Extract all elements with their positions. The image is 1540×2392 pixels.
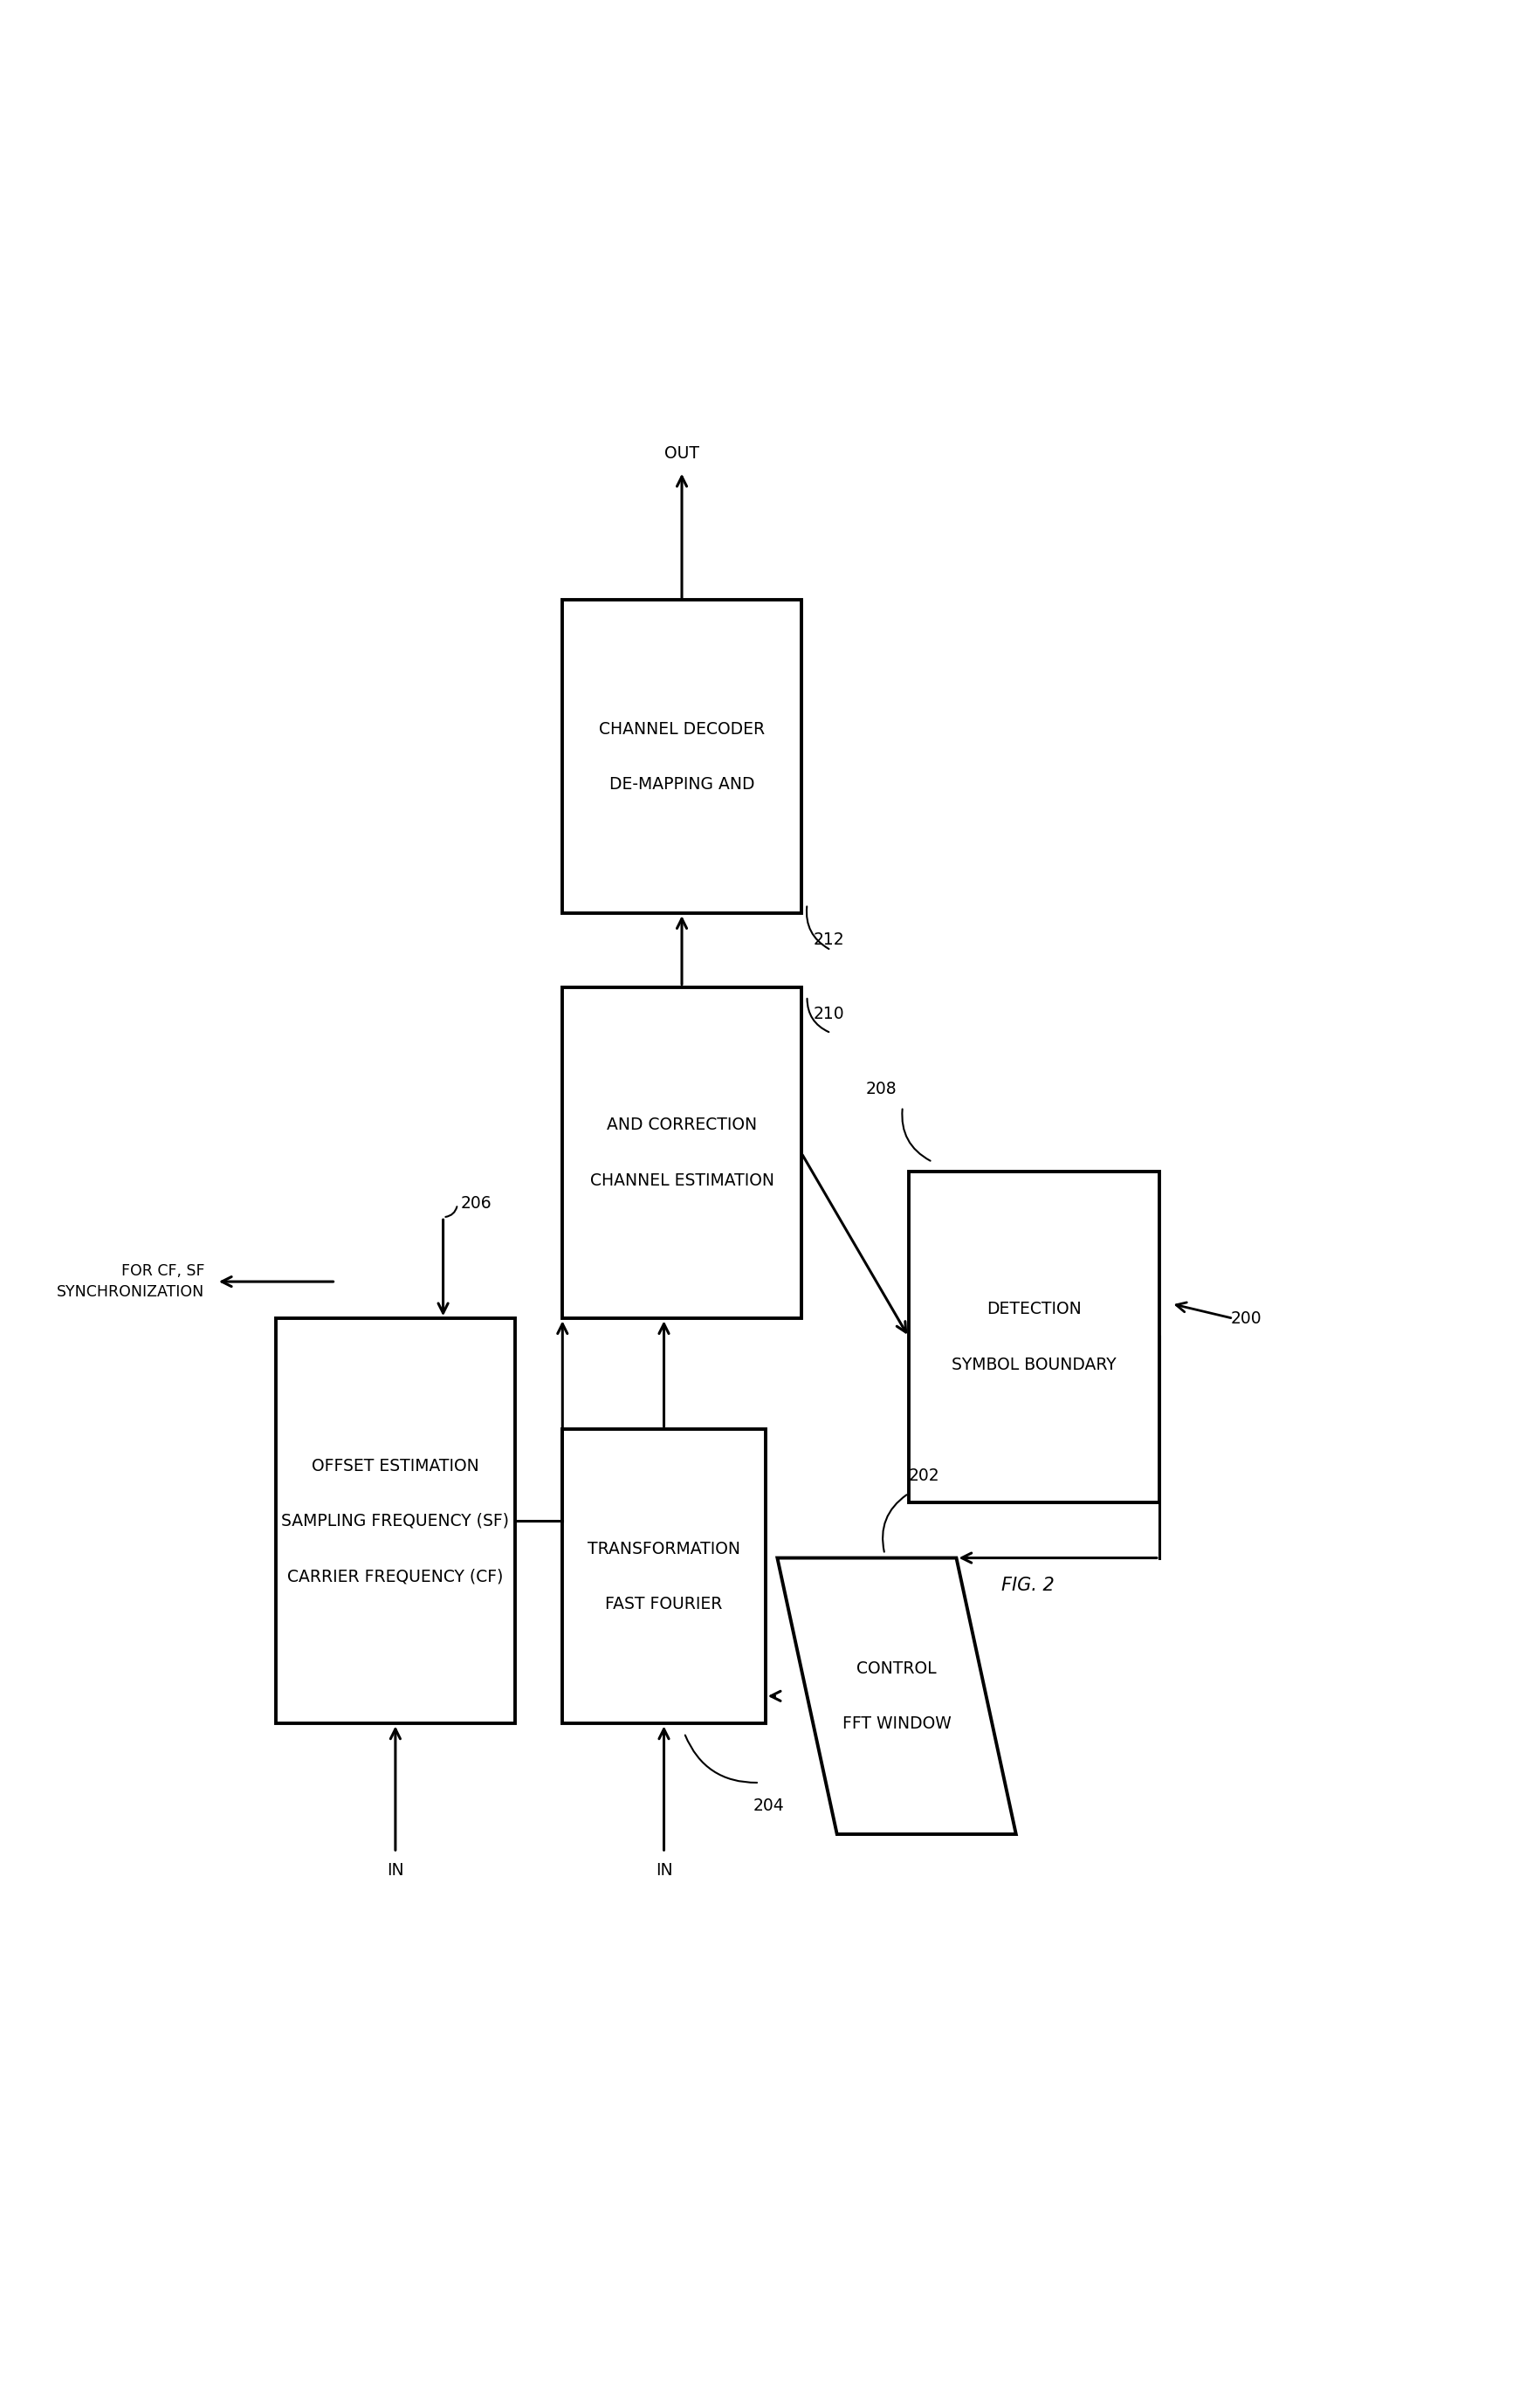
Text: SAMPLING FREQUENCY (SF): SAMPLING FREQUENCY (SF) [282,1512,510,1528]
Polygon shape [778,1557,1016,1835]
Bar [909,1172,1160,1502]
Text: 202: 202 [909,1469,939,1483]
Text: FAST FOURIER: FAST FOURIER [605,1595,722,1612]
Text: AND CORRECTION: AND CORRECTION [607,1117,758,1134]
Text: TRANSFORMATION: TRANSFORMATION [588,1540,741,1557]
Text: 208: 208 [865,1081,896,1098]
Text: 204: 204 [753,1796,785,1813]
Text: OUT: OUT [664,445,699,462]
Text: 210: 210 [813,1005,844,1021]
Text: CONTROL: CONTROL [856,1660,936,1677]
Text: OFFSET ESTIMATION: OFFSET ESTIMATION [311,1457,479,1473]
Text: FFT WINDOW: FFT WINDOW [842,1715,952,1732]
Text: FIG. 2: FIG. 2 [1001,1576,1055,1593]
Text: IN: IN [656,1861,673,1878]
Bar [562,988,801,1318]
Text: 206: 206 [460,1196,493,1213]
Bar [276,1318,514,1725]
Text: CHANNEL DECODER: CHANNEL DECODER [599,720,765,737]
Text: 212: 212 [813,933,844,947]
Text: FOR CF, SF
SYNCHRONIZATION: FOR CF, SF SYNCHRONIZATION [57,1263,205,1299]
Text: DE-MAPPING AND: DE-MAPPING AND [610,775,755,792]
Bar [562,1428,765,1725]
Text: DETECTION: DETECTION [987,1301,1081,1318]
Text: 200: 200 [1230,1311,1261,1328]
Text: SYMBOL BOUNDARY: SYMBOL BOUNDARY [952,1356,1116,1373]
Text: CHANNEL ESTIMATION: CHANNEL ESTIMATION [590,1172,775,1189]
Text: CARRIER FREQUENCY (CF): CARRIER FREQUENCY (CF) [288,1569,504,1584]
Bar [562,600,801,914]
Text: IN: IN [387,1861,403,1878]
